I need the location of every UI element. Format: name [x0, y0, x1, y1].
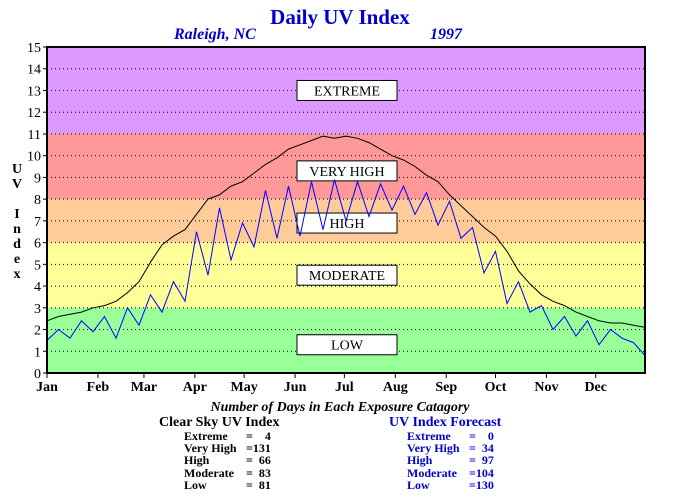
- category-label: Moderate: [184, 465, 234, 480]
- forecast-row: Very High = 34: [407, 442, 494, 454]
- category-label: High: [407, 453, 433, 468]
- y-axis-label-letter: U: [11, 162, 23, 177]
- clear-sky-table-title: Clear Sky UV Index: [159, 415, 280, 430]
- chart-title: Daily UV Index: [270, 5, 410, 29]
- y-axis-label-letter: e: [13, 252, 21, 267]
- band-label-box: [296, 160, 398, 182]
- y-tick-label: 9: [34, 171, 41, 186]
- x-tick-label: Mar: [131, 380, 157, 395]
- y-tick-label: 7: [34, 215, 41, 230]
- y-tick-label: 1: [34, 345, 41, 360]
- y-tick-label: 5: [34, 258, 41, 273]
- band-label-box: [296, 334, 398, 356]
- x-tick-label: Apr: [183, 380, 207, 395]
- clear-sky-row: Very High =131: [184, 442, 271, 454]
- category-label: Low: [407, 477, 430, 492]
- y-tick-label: 4: [34, 280, 41, 295]
- category-count: = 83: [246, 465, 271, 480]
- category-count: = 81: [246, 477, 271, 492]
- category-label: Extreme: [407, 429, 451, 443]
- category-count: = 66: [246, 453, 271, 468]
- x-tick-label: Feb: [87, 380, 110, 395]
- category-count: = 4: [246, 429, 271, 443]
- forecast-table-title: UV Index Forecast: [389, 415, 502, 430]
- x-tick-label: Jul: [335, 380, 354, 395]
- y-tick-label: 2: [34, 324, 41, 339]
- y-tick-label: 10: [27, 150, 41, 165]
- category-label: Very High: [184, 441, 237, 456]
- clear-sky-row: High = 66: [184, 454, 271, 466]
- band-label-extreme: EXTREME: [314, 84, 380, 99]
- chart-location: Raleigh, NC: [174, 26, 256, 43]
- y-axis-label-letter: I: [14, 207, 20, 222]
- y-axis-label-letter: V: [11, 177, 23, 192]
- x-tick-label: Nov: [534, 380, 558, 395]
- forecast-table: Extreme = 0 Very High = 34 High = 97 Modera…: [407, 430, 494, 491]
- y-axis-label: U V I n d e x: [10, 162, 24, 282]
- clear-sky-series-line: [46, 135, 646, 328]
- y-axis-label-letter: x: [13, 267, 21, 282]
- forecast-row: Moderate =104: [407, 465, 494, 480]
- category-count: = 97: [469, 453, 494, 468]
- forecast-row: High = 97: [407, 454, 494, 466]
- band-label-moderate: MODERATE: [309, 269, 385, 284]
- y-tick-label: 15: [27, 41, 41, 56]
- x-tick-label: Oct: [485, 380, 507, 395]
- category-count: =131: [246, 441, 271, 456]
- band-label-low: LOW: [331, 339, 364, 354]
- category-count: = 34: [469, 441, 494, 456]
- x-tick-label: Aug: [383, 380, 408, 395]
- category-count: = 0: [469, 429, 494, 443]
- x-tick-label: Dec: [584, 380, 607, 395]
- y-axis-label-letter: d: [13, 237, 21, 252]
- forecast-series-line: [46, 179, 646, 356]
- y-tick-label: 0: [34, 367, 41, 382]
- category-label: High: [184, 453, 210, 468]
- x-tick-label: May: [231, 380, 258, 395]
- category-count: =104: [469, 465, 494, 480]
- y-tick-label: 11: [28, 128, 41, 143]
- y-tick-label: 12: [27, 106, 41, 121]
- category-label: Very High: [407, 441, 460, 456]
- chart-year: 1997: [430, 26, 462, 43]
- x-tick-label: Jan: [36, 380, 58, 395]
- band-label-box: [296, 264, 398, 286]
- clear-sky-row: Extreme = 4: [184, 430, 271, 442]
- y-tick-label: 14: [27, 63, 41, 78]
- plot-frame: [46, 46, 646, 374]
- category-label: Moderate: [407, 465, 457, 480]
- category-count: =130: [469, 477, 494, 492]
- band-label-very-high: VERY HIGH: [309, 165, 384, 180]
- x-tick-label: Sep: [435, 380, 457, 395]
- band-label-high: HIGH: [330, 217, 365, 232]
- y-tick-label: 13: [27, 84, 41, 99]
- stats-heading: Number of Days in Each Exposure Catagory: [210, 400, 470, 415]
- y-axis-label-letter: n: [13, 222, 21, 237]
- forecast-row: Low =130: [407, 479, 494, 491]
- category-label: Low: [184, 477, 207, 492]
- y-tick-label: 6: [34, 237, 41, 252]
- forecast-row: Extreme = 0: [407, 430, 494, 442]
- x-tick-label: Jun: [284, 380, 307, 395]
- band-label-box: [296, 79, 398, 101]
- y-tick-label: 8: [34, 193, 41, 208]
- clear-sky-table: Extreme = 4 Very High =131 High = 66 Modera…: [184, 430, 271, 491]
- y-tick-label: 3: [34, 302, 41, 317]
- clear-sky-row: Low = 81: [184, 479, 271, 491]
- clear-sky-row: Moderate = 83: [184, 465, 271, 480]
- category-label: Extreme: [184, 429, 228, 443]
